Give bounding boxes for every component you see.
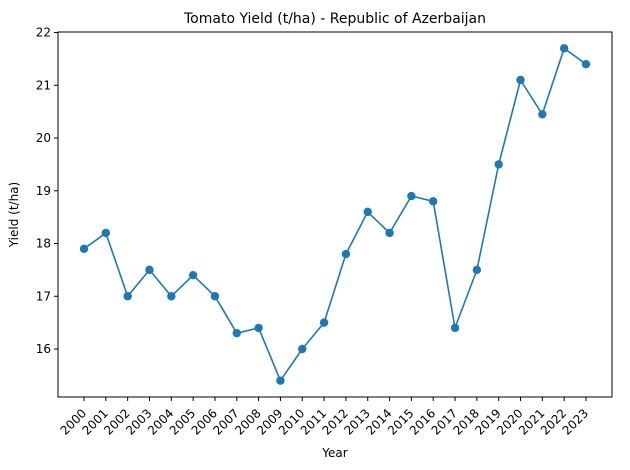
y-tick-label: 18 [36,237,51,251]
data-point [167,292,176,301]
chart-title: Tomato Yield (t/ha) - Republic of Azerba… [183,11,486,27]
data-point [494,160,503,169]
y-tick-label: 17 [36,289,51,303]
data-point [298,344,307,354]
data-point [232,328,241,338]
data-point [319,318,329,327]
y-axis-label: Yield (t/ha) [7,182,21,248]
data-point [559,44,569,53]
y-tick-label: 16 [36,342,51,356]
axes-frame [57,31,613,398]
data-point [516,75,525,85]
data-point [210,292,220,301]
series-line [83,47,587,382]
data-point [385,228,394,238]
y-tick-label: 21 [36,78,51,92]
data-point [145,265,154,275]
data-point [254,323,263,333]
data-point [538,110,547,119]
data-point [407,191,416,201]
data-point [429,197,438,206]
y-tick-label: 20 [36,131,51,145]
data-point [123,292,132,301]
data-point [450,323,460,333]
data-point [341,249,351,259]
data-point [188,270,198,280]
y-tick-label: 22 [36,26,51,40]
data-point [276,376,285,385]
y-tick-label: 19 [36,184,51,198]
data-point [79,244,89,253]
data-point [581,59,591,69]
data-point [363,207,372,217]
data-point [101,228,111,238]
x-axis-label: Year [321,446,347,460]
data-point [472,265,482,275]
